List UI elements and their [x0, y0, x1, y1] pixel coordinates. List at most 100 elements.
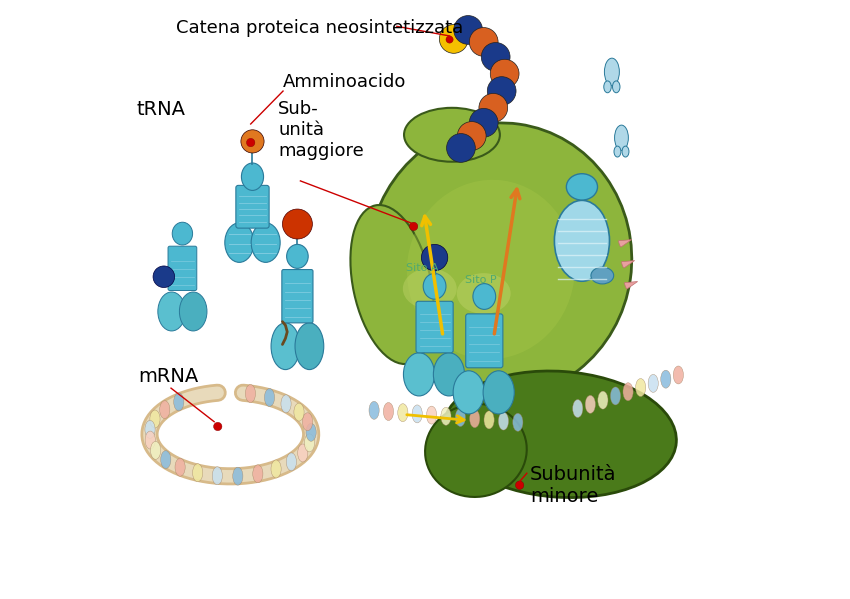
Ellipse shape [423, 273, 446, 299]
Ellipse shape [636, 379, 646, 397]
Ellipse shape [404, 108, 500, 162]
Circle shape [422, 244, 448, 271]
Ellipse shape [443, 371, 677, 498]
Ellipse shape [615, 125, 628, 150]
Ellipse shape [470, 410, 479, 428]
Ellipse shape [403, 268, 456, 309]
Ellipse shape [610, 387, 620, 405]
Circle shape [213, 422, 222, 431]
Ellipse shape [473, 284, 496, 309]
Ellipse shape [613, 81, 620, 93]
Ellipse shape [591, 267, 614, 284]
Circle shape [481, 43, 510, 71]
Ellipse shape [286, 453, 297, 471]
Ellipse shape [150, 441, 161, 459]
FancyBboxPatch shape [282, 270, 313, 323]
Ellipse shape [660, 370, 671, 388]
Ellipse shape [350, 205, 434, 364]
Circle shape [410, 222, 418, 231]
Ellipse shape [456, 409, 466, 426]
Ellipse shape [295, 323, 324, 370]
Ellipse shape [513, 413, 523, 431]
Ellipse shape [271, 323, 300, 370]
Ellipse shape [175, 458, 185, 476]
Ellipse shape [271, 460, 281, 478]
Ellipse shape [434, 353, 465, 396]
Wedge shape [625, 282, 638, 289]
Ellipse shape [303, 413, 313, 431]
Ellipse shape [623, 383, 633, 401]
Ellipse shape [554, 200, 609, 282]
Ellipse shape [369, 401, 379, 419]
Ellipse shape [173, 222, 193, 245]
Ellipse shape [425, 404, 527, 497]
Ellipse shape [264, 389, 275, 407]
Ellipse shape [566, 174, 598, 200]
Circle shape [246, 138, 255, 147]
Text: Subunità
minore: Subunità minore [530, 465, 616, 506]
Ellipse shape [145, 431, 156, 449]
Ellipse shape [453, 371, 484, 414]
Ellipse shape [573, 400, 583, 418]
Ellipse shape [251, 223, 280, 262]
Circle shape [241, 130, 264, 153]
Ellipse shape [622, 146, 629, 157]
Text: Sito P: Sito P [465, 275, 496, 285]
Circle shape [439, 25, 468, 53]
Ellipse shape [304, 434, 314, 452]
Ellipse shape [246, 385, 256, 403]
Circle shape [446, 134, 475, 162]
Ellipse shape [673, 366, 683, 384]
Ellipse shape [161, 450, 171, 468]
Ellipse shape [193, 464, 203, 482]
Ellipse shape [241, 163, 264, 190]
Ellipse shape [281, 395, 291, 413]
Text: tRNA: tRNA [136, 100, 185, 119]
Ellipse shape [224, 223, 254, 262]
Circle shape [153, 266, 174, 288]
Ellipse shape [604, 58, 620, 86]
Circle shape [446, 36, 453, 43]
Ellipse shape [404, 353, 434, 396]
FancyBboxPatch shape [168, 246, 197, 291]
Ellipse shape [286, 244, 309, 268]
Ellipse shape [649, 374, 658, 392]
Ellipse shape [427, 406, 437, 424]
Ellipse shape [483, 371, 514, 414]
Circle shape [487, 77, 516, 105]
Text: Catena proteica neosintetizzata: Catena proteica neosintetizzata [177, 19, 463, 37]
Ellipse shape [160, 401, 170, 419]
Ellipse shape [158, 292, 185, 331]
Ellipse shape [498, 412, 508, 430]
Text: Amminoacido: Amminoacido [283, 73, 406, 91]
Ellipse shape [298, 444, 308, 462]
Ellipse shape [212, 467, 223, 485]
Ellipse shape [484, 411, 494, 429]
Ellipse shape [173, 393, 184, 411]
Circle shape [515, 481, 524, 489]
Ellipse shape [456, 273, 511, 314]
Circle shape [490, 59, 519, 88]
Ellipse shape [598, 391, 608, 409]
Ellipse shape [412, 405, 422, 423]
Ellipse shape [179, 292, 207, 331]
Ellipse shape [144, 420, 155, 438]
FancyBboxPatch shape [235, 185, 269, 228]
Ellipse shape [368, 123, 632, 398]
Ellipse shape [306, 423, 316, 441]
Ellipse shape [586, 395, 595, 413]
Circle shape [454, 16, 483, 44]
Ellipse shape [407, 180, 575, 359]
FancyBboxPatch shape [466, 314, 503, 368]
Ellipse shape [150, 410, 160, 428]
Ellipse shape [233, 467, 243, 485]
Text: Sito A: Sito A [405, 263, 439, 273]
Text: Sub-
unità
maggiore: Sub- unità maggiore [278, 100, 364, 160]
Circle shape [469, 108, 498, 137]
Ellipse shape [252, 465, 263, 483]
Ellipse shape [614, 146, 620, 157]
Wedge shape [619, 240, 632, 247]
Ellipse shape [604, 81, 611, 93]
Ellipse shape [383, 403, 394, 420]
Ellipse shape [441, 407, 451, 425]
